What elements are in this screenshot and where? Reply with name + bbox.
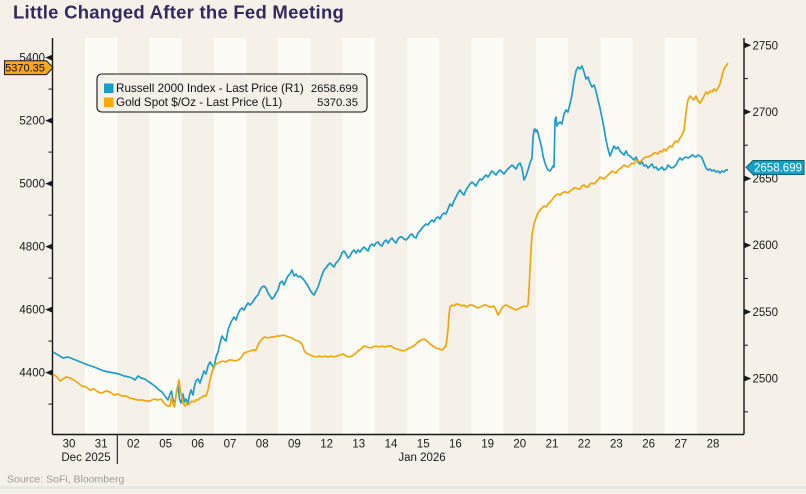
svg-text:12: 12 xyxy=(320,439,333,451)
svg-text:4800: 4800 xyxy=(19,242,45,254)
svg-text:02: 02 xyxy=(127,439,140,451)
svg-text:Little Changed After the Fed M: Little Changed After the Fed Meeting xyxy=(13,1,344,22)
svg-text:5370.35: 5370.35 xyxy=(5,63,45,75)
svg-text:22: 22 xyxy=(578,439,591,451)
svg-text:19: 19 xyxy=(481,439,494,451)
svg-text:Source: SoFi, Bloomberg: Source: SoFi, Bloomberg xyxy=(7,474,124,486)
svg-text:14: 14 xyxy=(385,439,398,451)
svg-text:09: 09 xyxy=(288,439,301,451)
svg-text:08: 08 xyxy=(256,439,269,451)
svg-text:20: 20 xyxy=(513,439,526,451)
svg-text:5200: 5200 xyxy=(19,116,45,128)
svg-text:2658.699: 2658.699 xyxy=(754,163,802,175)
svg-text:2700: 2700 xyxy=(753,107,779,119)
svg-text:05: 05 xyxy=(159,439,172,451)
svg-text:2500: 2500 xyxy=(753,374,779,386)
svg-text:2650: 2650 xyxy=(753,174,779,186)
svg-text:23: 23 xyxy=(610,439,623,451)
svg-text:5000: 5000 xyxy=(19,179,45,191)
svg-text:Jan 2026: Jan 2026 xyxy=(398,452,445,464)
svg-text:15: 15 xyxy=(417,439,430,451)
svg-text:16: 16 xyxy=(449,439,462,451)
svg-text:26: 26 xyxy=(642,439,655,451)
svg-text:30: 30 xyxy=(63,439,76,451)
svg-text:4400: 4400 xyxy=(19,368,45,380)
svg-text:06: 06 xyxy=(191,439,204,451)
svg-text:07: 07 xyxy=(224,439,237,451)
svg-text:2600: 2600 xyxy=(753,240,779,252)
svg-text:21: 21 xyxy=(546,439,559,451)
svg-text:31: 31 xyxy=(95,439,108,451)
svg-text:2550: 2550 xyxy=(753,307,779,319)
svg-text:Gold Spot $/Oz - Last Price (L: Gold Spot $/Oz - Last Price (L1) xyxy=(116,96,282,109)
svg-text:Russell 2000 Index - Last Pric: Russell 2000 Index - Last Price (R1) xyxy=(116,82,304,95)
svg-text:13: 13 xyxy=(352,439,365,451)
svg-text:Dec 2025: Dec 2025 xyxy=(61,452,110,464)
svg-text:2750: 2750 xyxy=(753,40,779,52)
svg-text:4600: 4600 xyxy=(19,305,45,317)
svg-text:27: 27 xyxy=(674,439,687,451)
svg-text:28: 28 xyxy=(707,439,720,451)
svg-text:5370.35: 5370.35 xyxy=(317,97,358,109)
svg-text:2658.699: 2658.699 xyxy=(311,83,358,95)
